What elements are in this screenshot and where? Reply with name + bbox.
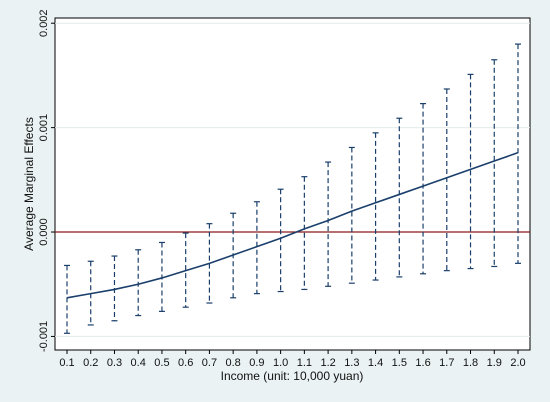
x-tick-label: 0.6 [178,357,193,369]
y-tick-label: -0.001 [38,321,50,352]
plot-area [54,17,531,351]
confidence-intervals [64,43,521,334]
x-tick-label: 0.4 [131,357,146,369]
y-tick-label: 0.001 [38,114,50,142]
x-tick-label: 0.9 [249,357,264,369]
x-tick-label: 2.0 [510,357,525,369]
x-tick-label: 1.4 [368,357,383,369]
series-line [66,151,519,299]
x-tick-label: 0.2 [83,357,98,369]
x-axis-title: Income (unit: 10,000 yuan) [221,369,364,383]
y-axis-title: Average Marginal Effects [22,117,36,251]
x-tick-label: 0.8 [226,357,241,369]
x-tick-label: 1.6 [415,357,430,369]
x-tick-label: 0.3 [107,357,122,369]
y-tick-label: 0.002 [38,9,50,37]
grid-layer [55,22,530,337]
axes: 0.1 0.2 0.3 0.4 0.5 0.6 0.7 0.8 0.9 1.0 1.1 1.2 1.3 1… [38,9,526,369]
x-tick-label: 1.2 [320,357,335,369]
x-tick-label: 1.1 [297,357,312,369]
x-tick-label: 1.7 [439,357,454,369]
x-tick-label: 1.3 [344,357,359,369]
x-tick-label: 0.1 [59,357,74,369]
x-tick-label: 1.5 [392,357,407,369]
y-tick-label: 0.000 [38,218,50,246]
x-tick-label: 0.5 [154,357,169,369]
x-tick-label: 1.0 [273,357,288,369]
series-layer [66,151,519,299]
x-tick-label: 0.7 [202,357,217,369]
x-tick-label: 1.8 [463,357,478,369]
x-tick-label: 1.9 [487,357,502,369]
